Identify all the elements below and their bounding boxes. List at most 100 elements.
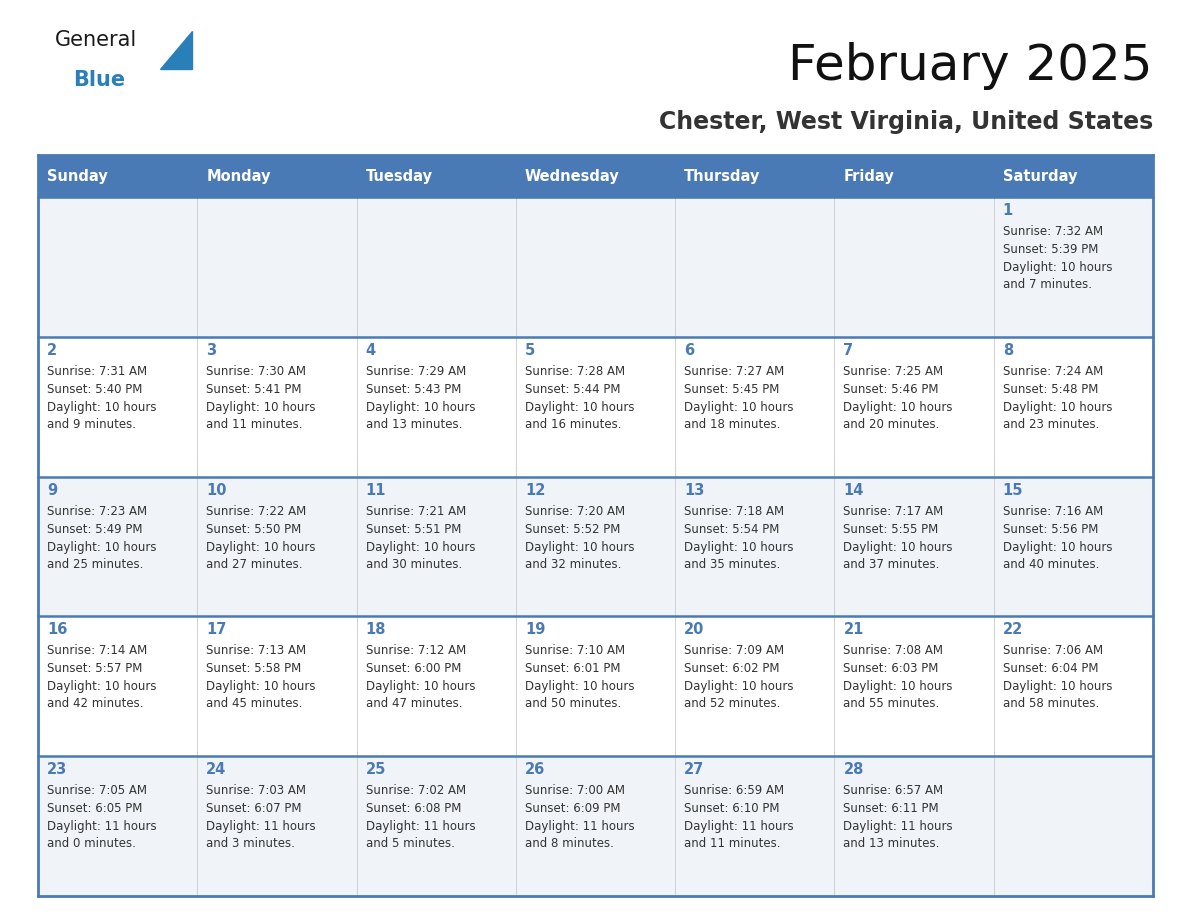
Bar <box>197 616 356 756</box>
Text: 11: 11 <box>366 483 386 498</box>
Text: Chester, West Virginia, United States: Chester, West Virginia, United States <box>659 110 1154 134</box>
Text: Sunrise: 7:17 AM: Sunrise: 7:17 AM <box>843 505 943 518</box>
Text: Sunset: 5:54 PM: Sunset: 5:54 PM <box>684 522 779 535</box>
Text: 19: 19 <box>525 622 545 637</box>
Text: 23: 23 <box>48 762 68 778</box>
Bar <box>38 155 197 197</box>
Text: Sunday: Sunday <box>48 169 108 184</box>
Text: Sunset: 5:49 PM: Sunset: 5:49 PM <box>48 522 143 535</box>
Bar <box>38 756 197 896</box>
Text: Daylight: 10 hours
and 52 minutes.: Daylight: 10 hours and 52 minutes. <box>684 680 794 711</box>
Bar <box>356 197 516 337</box>
Text: 25: 25 <box>366 762 386 778</box>
Text: 17: 17 <box>207 622 227 637</box>
Text: 26: 26 <box>525 762 545 778</box>
Bar <box>38 337 197 476</box>
Text: Sunrise: 7:29 AM: Sunrise: 7:29 AM <box>366 364 466 378</box>
Text: February 2025: February 2025 <box>789 42 1154 90</box>
Text: Sunrise: 7:05 AM: Sunrise: 7:05 AM <box>48 784 147 797</box>
Text: Sunset: 6:10 PM: Sunset: 6:10 PM <box>684 802 779 815</box>
Text: Daylight: 10 hours
and 27 minutes.: Daylight: 10 hours and 27 minutes. <box>207 541 316 571</box>
Bar <box>356 756 516 896</box>
Text: Sunrise: 7:32 AM: Sunrise: 7:32 AM <box>1003 225 1102 238</box>
Text: Daylight: 10 hours
and 55 minutes.: Daylight: 10 hours and 55 minutes. <box>843 680 953 711</box>
Text: Sunset: 6:04 PM: Sunset: 6:04 PM <box>1003 663 1098 676</box>
Bar <box>516 476 675 616</box>
Bar <box>38 197 197 337</box>
Text: 4: 4 <box>366 342 375 358</box>
Text: Daylight: 10 hours
and 11 minutes.: Daylight: 10 hours and 11 minutes. <box>207 401 316 431</box>
Bar <box>993 155 1154 197</box>
Text: Sunset: 6:00 PM: Sunset: 6:00 PM <box>366 663 461 676</box>
Text: 28: 28 <box>843 762 864 778</box>
Text: Sunrise: 7:25 AM: Sunrise: 7:25 AM <box>843 364 943 378</box>
Text: Friday: Friday <box>843 169 895 184</box>
Bar <box>993 616 1154 756</box>
Text: Sunset: 6:11 PM: Sunset: 6:11 PM <box>843 802 939 815</box>
Bar <box>993 476 1154 616</box>
Bar <box>197 155 356 197</box>
Text: Daylight: 10 hours
and 23 minutes.: Daylight: 10 hours and 23 minutes. <box>1003 401 1112 431</box>
Text: Daylight: 10 hours
and 16 minutes.: Daylight: 10 hours and 16 minutes. <box>525 401 634 431</box>
Text: 21: 21 <box>843 622 864 637</box>
Text: Sunset: 6:03 PM: Sunset: 6:03 PM <box>843 663 939 676</box>
Bar <box>197 197 356 337</box>
Text: Daylight: 10 hours
and 37 minutes.: Daylight: 10 hours and 37 minutes. <box>843 541 953 571</box>
Bar <box>675 155 834 197</box>
Bar <box>516 616 675 756</box>
Bar <box>516 155 675 197</box>
Text: Wednesday: Wednesday <box>525 169 620 184</box>
Text: 15: 15 <box>1003 483 1023 498</box>
Text: 7: 7 <box>843 342 853 358</box>
Text: Blue: Blue <box>72 70 125 90</box>
Text: Sunset: 6:09 PM: Sunset: 6:09 PM <box>525 802 620 815</box>
Text: Sunset: 5:56 PM: Sunset: 5:56 PM <box>1003 522 1098 535</box>
Bar <box>197 337 356 476</box>
Text: Daylight: 10 hours
and 47 minutes.: Daylight: 10 hours and 47 minutes. <box>366 680 475 711</box>
Bar <box>675 337 834 476</box>
Text: 3: 3 <box>207 342 216 358</box>
Text: 6: 6 <box>684 342 694 358</box>
Text: Daylight: 11 hours
and 0 minutes.: Daylight: 11 hours and 0 minutes. <box>48 820 157 850</box>
Bar <box>356 616 516 756</box>
Text: Daylight: 10 hours
and 18 minutes.: Daylight: 10 hours and 18 minutes. <box>684 401 794 431</box>
Bar <box>834 616 993 756</box>
Text: 22: 22 <box>1003 622 1023 637</box>
Text: Sunset: 5:43 PM: Sunset: 5:43 PM <box>366 383 461 396</box>
Text: Daylight: 10 hours
and 7 minutes.: Daylight: 10 hours and 7 minutes. <box>1003 261 1112 291</box>
Bar <box>675 197 834 337</box>
Text: Monday: Monday <box>207 169 271 184</box>
Text: Sunset: 6:02 PM: Sunset: 6:02 PM <box>684 663 779 676</box>
Text: Sunrise: 7:00 AM: Sunrise: 7:00 AM <box>525 784 625 797</box>
Text: Sunset: 5:55 PM: Sunset: 5:55 PM <box>843 522 939 535</box>
Text: Sunset: 6:05 PM: Sunset: 6:05 PM <box>48 802 143 815</box>
Text: Sunset: 5:44 PM: Sunset: 5:44 PM <box>525 383 620 396</box>
Text: Sunset: 6:01 PM: Sunset: 6:01 PM <box>525 663 620 676</box>
Text: 16: 16 <box>48 622 68 637</box>
Bar <box>993 756 1154 896</box>
Text: Daylight: 10 hours
and 58 minutes.: Daylight: 10 hours and 58 minutes. <box>1003 680 1112 711</box>
Text: Sunrise: 7:22 AM: Sunrise: 7:22 AM <box>207 505 307 518</box>
Text: Daylight: 10 hours
and 32 minutes.: Daylight: 10 hours and 32 minutes. <box>525 541 634 571</box>
Text: Sunrise: 7:12 AM: Sunrise: 7:12 AM <box>366 644 466 657</box>
Text: Sunset: 5:39 PM: Sunset: 5:39 PM <box>1003 243 1098 256</box>
Text: Sunrise: 7:31 AM: Sunrise: 7:31 AM <box>48 364 147 378</box>
Text: 10: 10 <box>207 483 227 498</box>
Bar <box>834 337 993 476</box>
Text: Daylight: 11 hours
and 5 minutes.: Daylight: 11 hours and 5 minutes. <box>366 820 475 850</box>
Text: 9: 9 <box>48 483 57 498</box>
Text: Daylight: 10 hours
and 13 minutes.: Daylight: 10 hours and 13 minutes. <box>366 401 475 431</box>
Text: Sunset: 5:46 PM: Sunset: 5:46 PM <box>843 383 939 396</box>
Text: Sunrise: 7:06 AM: Sunrise: 7:06 AM <box>1003 644 1102 657</box>
Text: Sunset: 5:58 PM: Sunset: 5:58 PM <box>207 663 302 676</box>
Text: Daylight: 11 hours
and 13 minutes.: Daylight: 11 hours and 13 minutes. <box>843 820 953 850</box>
Bar <box>993 337 1154 476</box>
Bar <box>675 476 834 616</box>
Text: Sunrise: 7:30 AM: Sunrise: 7:30 AM <box>207 364 307 378</box>
Text: Sunset: 5:50 PM: Sunset: 5:50 PM <box>207 522 302 535</box>
Text: Sunset: 5:57 PM: Sunset: 5:57 PM <box>48 663 143 676</box>
Text: Sunrise: 7:02 AM: Sunrise: 7:02 AM <box>366 784 466 797</box>
Bar <box>356 476 516 616</box>
Text: 8: 8 <box>1003 342 1013 358</box>
Text: Daylight: 10 hours
and 25 minutes.: Daylight: 10 hours and 25 minutes. <box>48 541 157 571</box>
